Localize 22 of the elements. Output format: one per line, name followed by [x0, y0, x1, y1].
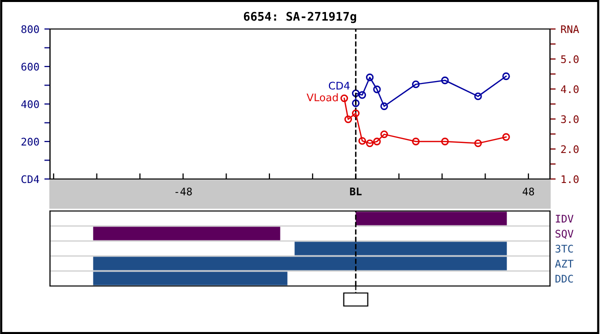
y-tick-label: IDV: [556, 214, 574, 222]
y-tick-label: 200: [22, 138, 39, 146]
y2-tick-label: 5.0: [561, 55, 579, 64]
y-tick-label: 800: [21, 25, 39, 34]
y-tick-label: DDC: [556, 274, 573, 283]
x-tick-label: 48: [522, 188, 534, 196]
y-tick-label: CD4: [21, 175, 40, 184]
x-tick-label: BL: [350, 188, 362, 196]
y2-tick-label: 3.0: [561, 115, 579, 124]
chart-title: 6654: SA-271917g: [244, 12, 356, 24]
y2-tick-label: 2.0: [561, 145, 579, 154]
y-tick-label: 600: [21, 62, 39, 71]
y-tick-label: 400: [21, 100, 39, 108]
y2-tick-label: 4.0: [560, 85, 579, 94]
y2-tick-label: 1.0: [562, 175, 579, 184]
series-label: VLoad: [306, 93, 338, 102]
y-tick-label: 3TC: [556, 244, 573, 253]
series-label: CD4: [328, 82, 350, 90]
x-tick-label: -48: [176, 188, 192, 196]
y-tick-label: AZT: [555, 260, 574, 268]
y-tick-label: SQV: [556, 230, 574, 239]
y2-tick-label: RNA: [561, 25, 580, 33]
